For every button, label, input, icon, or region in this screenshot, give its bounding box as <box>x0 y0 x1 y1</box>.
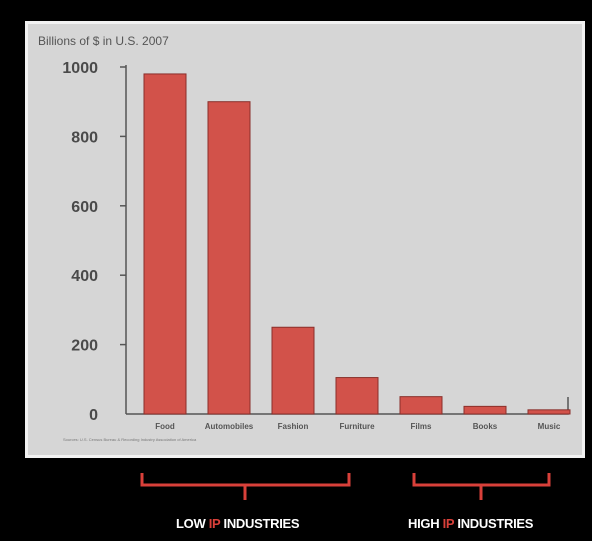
low-ip-industries-label: LOW IP INDUSTRIES <box>176 516 300 531</box>
group-label-suffix: INDUSTRIES <box>454 516 534 531</box>
bar-books <box>463 405 507 415</box>
x-tick-label: Films <box>411 422 432 431</box>
bar-music <box>527 409 571 415</box>
x-tick-label: Fashion <box>278 422 309 431</box>
bars <box>143 73 571 415</box>
y-tick-label: 800 <box>71 129 98 146</box>
bar-fashion <box>271 326 315 415</box>
group-label-prefix: LOW <box>176 516 209 531</box>
group-label-ip: IP <box>442 516 455 531</box>
bar-automobiles <box>207 101 251 415</box>
x-tick-label: Music <box>538 422 561 431</box>
y-tick-label: 0 <box>89 407 98 424</box>
group-label-prefix: HIGH <box>408 516 443 531</box>
low-ip-bracket <box>140 473 351 500</box>
x-tick-label: Furniture <box>339 422 375 431</box>
high-ip-bracket <box>412 473 551 500</box>
chart-panel: Billions of $ in U.S. 2007 0 200 400 600 800… <box>25 21 585 458</box>
bar-food <box>143 73 187 415</box>
y-tick-labels: 0 200 400 600 800 1000 <box>62 60 98 424</box>
y-tick-label: 1000 <box>62 60 98 77</box>
bar-films <box>399 396 443 415</box>
y-tick-label: 200 <box>71 338 98 355</box>
group-label-ip: IP <box>208 516 221 531</box>
x-tick-label: Books <box>473 422 498 431</box>
y-tick-label: 600 <box>71 199 98 216</box>
bar-furniture <box>335 377 379 415</box>
bar-chart: Billions of $ in U.S. 2007 0 200 400 600 800… <box>38 34 571 442</box>
x-tick-labels: Food Automobiles Fashion Furniture Films Book… <box>155 422 561 431</box>
source-note: Sources: U.S. Census Bureau & Recording … <box>63 437 197 442</box>
chart-title: Billions of $ in U.S. 2007 <box>38 34 169 48</box>
group-label-suffix: INDUSTRIES <box>220 516 300 531</box>
x-tick-label: Automobiles <box>205 422 254 431</box>
y-tick-label: 400 <box>71 268 98 285</box>
x-tick-label: Food <box>155 422 175 431</box>
high-ip-industries-label: HIGH IP INDUSTRIES <box>408 516 533 531</box>
